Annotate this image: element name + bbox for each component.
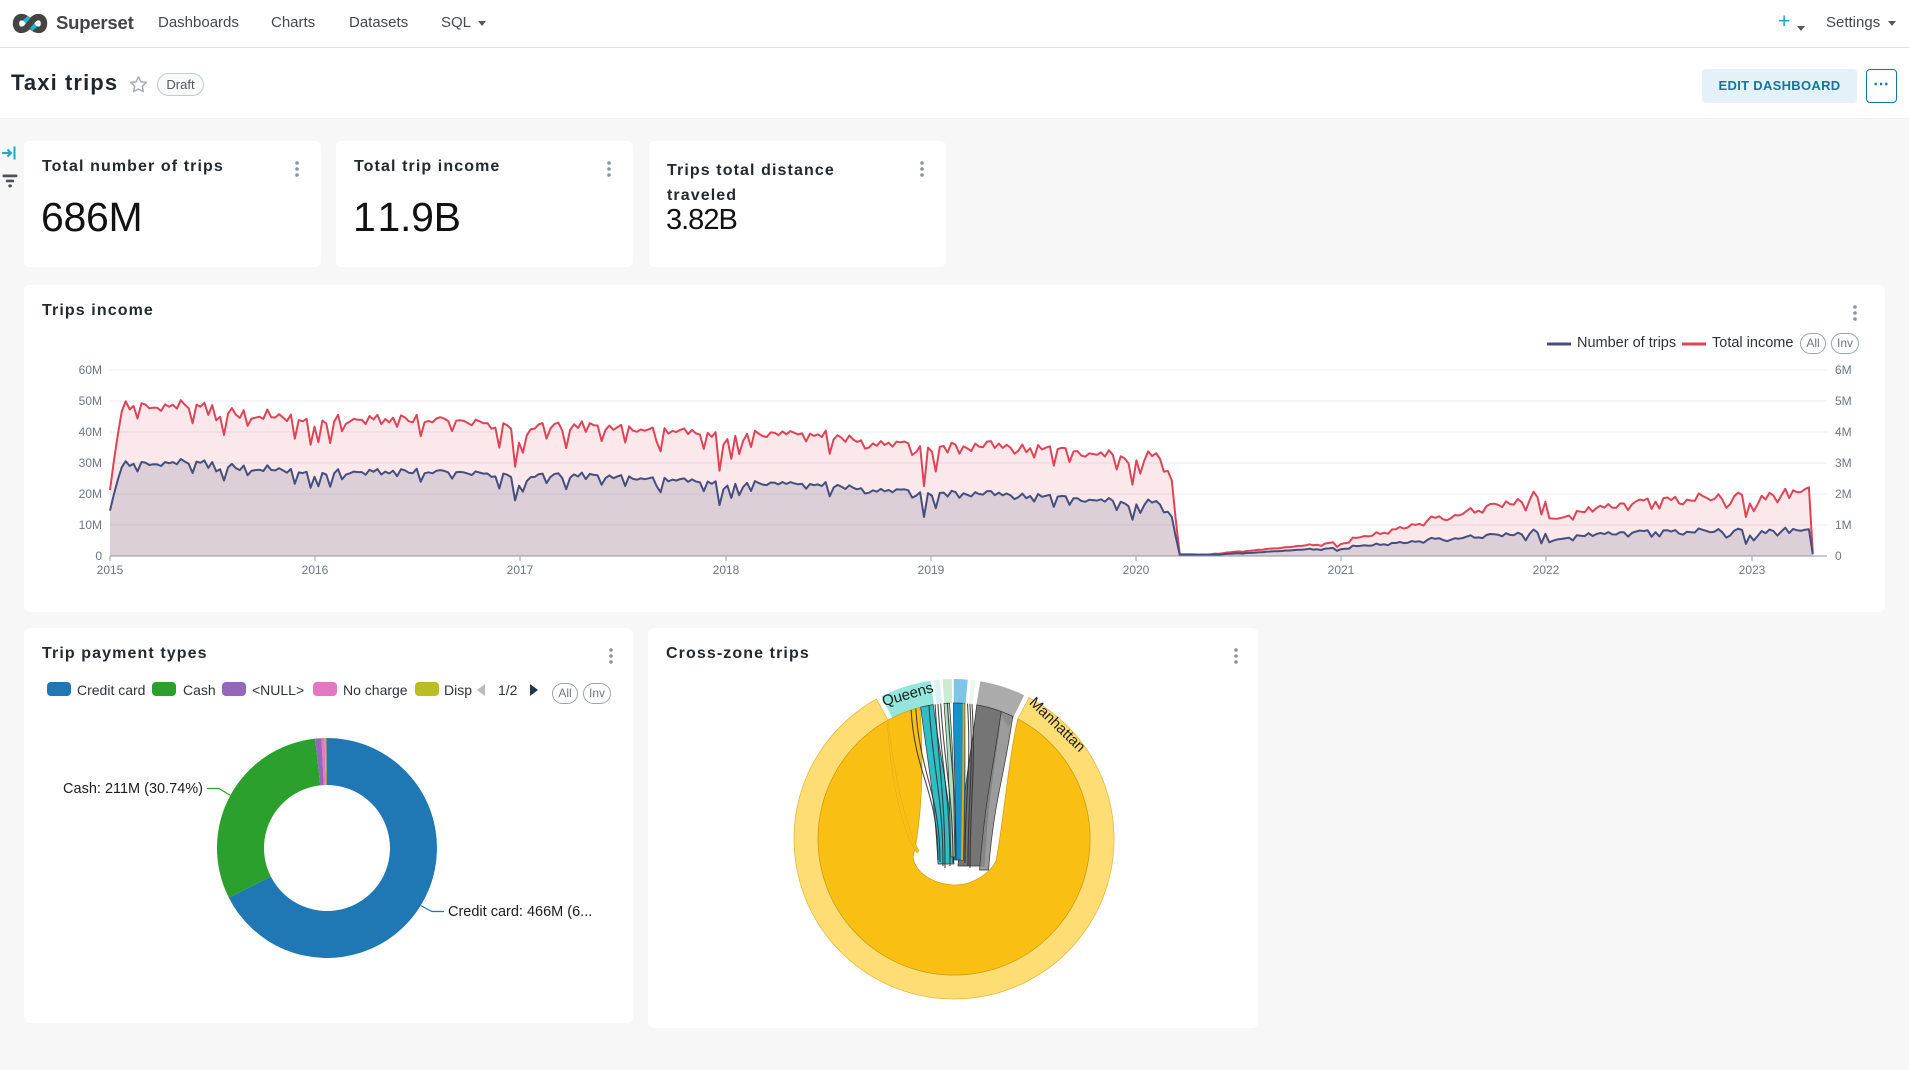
- svg-text:6M: 6M: [1835, 363, 1852, 377]
- svg-text:10M: 10M: [79, 518, 102, 532]
- svg-text:30M: 30M: [79, 456, 102, 470]
- svg-text:2021: 2021: [1328, 563, 1355, 577]
- svg-text:2017: 2017: [507, 563, 534, 577]
- svg-text:2019: 2019: [918, 563, 945, 577]
- svg-text:2023: 2023: [1739, 563, 1766, 577]
- svg-text:2020: 2020: [1123, 563, 1150, 577]
- svg-text:0: 0: [1835, 549, 1842, 563]
- svg-text:0: 0: [95, 549, 102, 563]
- svg-text:2016: 2016: [302, 563, 329, 577]
- svg-text:2022: 2022: [1533, 563, 1560, 577]
- svg-text:2018: 2018: [713, 563, 740, 577]
- svg-text:40M: 40M: [79, 425, 102, 439]
- svg-text:2015: 2015: [97, 563, 124, 577]
- svg-text:2M: 2M: [1835, 487, 1852, 501]
- svg-text:60M: 60M: [79, 363, 102, 377]
- svg-text:Cash: 211M (30.74%): Cash: 211M (30.74%): [63, 781, 203, 797]
- svg-text:3M: 3M: [1835, 456, 1852, 470]
- svg-text:5M: 5M: [1835, 394, 1852, 408]
- svg-text:20M: 20M: [79, 487, 102, 501]
- svg-text:Credit card: 466M (6...: Credit card: 466M (6...: [448, 904, 592, 920]
- svg-text:1M: 1M: [1835, 518, 1852, 532]
- svg-text:50M: 50M: [79, 394, 102, 408]
- svg-text:4M: 4M: [1835, 425, 1852, 439]
